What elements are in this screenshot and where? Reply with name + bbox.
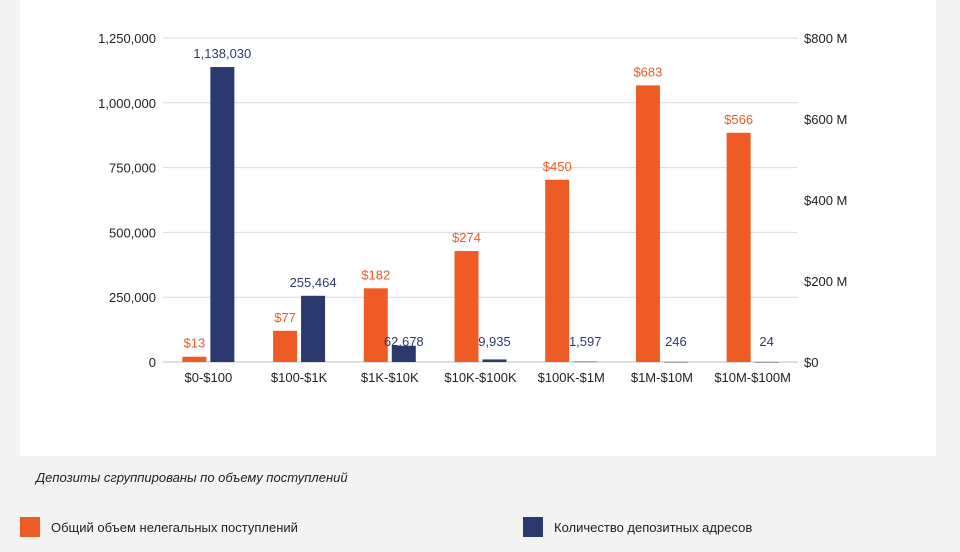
x-tick-label: $1K-$10K [361,370,419,385]
data-label-revenue: $683 [633,64,662,79]
x-tick-label: $100K-$1M [538,370,605,385]
y-right-tick-label: $0 [804,355,818,370]
x-tick-label: $10K-$100K [444,370,517,385]
data-label-revenue: $274 [452,230,481,245]
bar-count [482,359,507,362]
data-label-count: 1,138,030 [193,46,251,61]
data-label-revenue: $450 [543,159,572,174]
legend-item-count: Количество депозитных адресов [523,516,752,538]
y-right-tick-label: $400 M [804,193,847,208]
data-label-count: 9,935 [478,334,511,349]
data-label-count: 24 [759,334,773,349]
bar-count [663,361,688,363]
bar-count [210,67,235,363]
x-tick-label: $0-$100 [184,370,232,385]
legend-swatch-count [523,517,543,537]
data-label-count: 62,678 [384,334,424,349]
bar-count [301,295,326,362]
data-label-count: 255,464 [290,275,337,290]
y-left-tick-label: 1,250,000 [98,31,156,46]
bar-count [391,345,416,362]
y-right-tick-label: $200 M [804,274,847,289]
x-tick-label: $10M-$100M [714,370,791,385]
bar-revenue [273,330,298,362]
data-label-revenue: $566 [724,112,753,127]
y-left-tick-label: 750,000 [109,161,156,176]
legend-swatch-revenue [20,517,40,537]
legend-label-count: Количество депозитных адресов [554,519,753,535]
legend-label-revenue: Общий объем нелегальных поступлений [51,519,298,535]
bar-revenue [182,356,207,362]
y-right-tick-label: $800 M [804,31,847,46]
data-label-count: 246 [665,334,687,349]
bar-revenue [454,251,479,362]
chart-caption: Депозиты сгруппированы по объему поступл… [36,470,348,485]
bar-revenue [635,85,660,362]
bar-count [754,361,779,363]
x-tick-label: $1M-$10M [631,370,693,385]
y-left-tick-label: 0 [149,355,156,370]
y-right-tick-label: $600 M [804,112,847,127]
bar-revenue [363,288,388,362]
data-label-revenue: $77 [274,310,296,325]
chart-panel: 0 250,000 500,000 750,000 1,000,000 1,250,000… [20,0,936,456]
y-left-tick-label: 500,000 [109,225,156,240]
data-label-revenue: $13 [184,336,206,351]
x-tick-label: $100-$1K [271,370,328,385]
legend-item-revenue: Общий объем нелегальных поступлений [20,516,298,538]
data-label-revenue: $182 [361,267,390,282]
data-label-count: 1,597 [569,334,602,349]
y-left-tick-label: 1,000,000 [98,96,156,111]
bar-revenue [545,179,570,362]
y-left-tick-label: 250,000 [109,290,156,305]
bar-revenue [726,132,751,362]
bar-count [573,361,598,363]
bar-chart: 0 250,000 500,000 750,000 1,000,000 1,250,000… [98,31,847,385]
